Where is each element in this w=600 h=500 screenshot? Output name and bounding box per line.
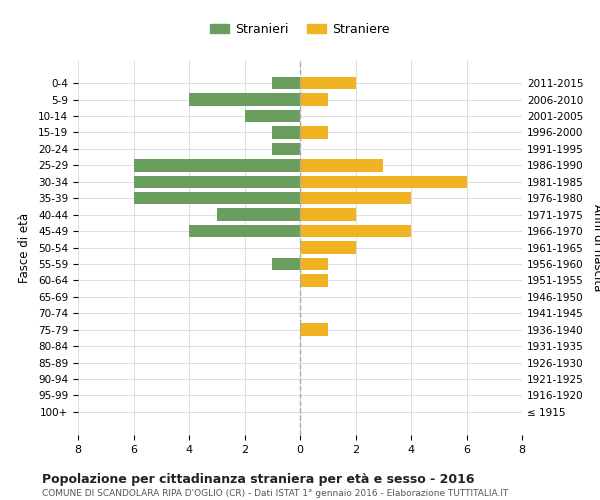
Bar: [300, 324, 328, 336]
Y-axis label: Fasce di età: Fasce di età: [18, 212, 31, 282]
Bar: [300, 176, 467, 188]
Bar: [133, 192, 300, 204]
Bar: [245, 110, 300, 122]
Bar: [300, 77, 355, 90]
Bar: [189, 94, 300, 106]
Bar: [272, 258, 300, 270]
Bar: [189, 225, 300, 237]
Bar: [300, 274, 328, 286]
Bar: [300, 159, 383, 172]
Bar: [300, 208, 355, 221]
Y-axis label: Anni di nascita: Anni di nascita: [590, 204, 600, 291]
Bar: [300, 242, 355, 254]
Text: COMUNE DI SCANDOLARA RIPA D'OGLIO (CR) - Dati ISTAT 1° gennaio 2016 - Elaborazio: COMUNE DI SCANDOLARA RIPA D'OGLIO (CR) -…: [42, 489, 508, 498]
Bar: [272, 143, 300, 155]
Bar: [272, 77, 300, 90]
Legend: Stranieri, Straniere: Stranieri, Straniere: [205, 18, 395, 40]
Bar: [300, 192, 411, 204]
Bar: [217, 208, 300, 221]
Bar: [300, 94, 328, 106]
Bar: [272, 126, 300, 138]
Bar: [300, 126, 328, 138]
Bar: [300, 258, 328, 270]
Bar: [133, 176, 300, 188]
Text: Popolazione per cittadinanza straniera per età e sesso - 2016: Popolazione per cittadinanza straniera p…: [42, 472, 475, 486]
Bar: [300, 225, 411, 237]
Bar: [133, 159, 300, 172]
